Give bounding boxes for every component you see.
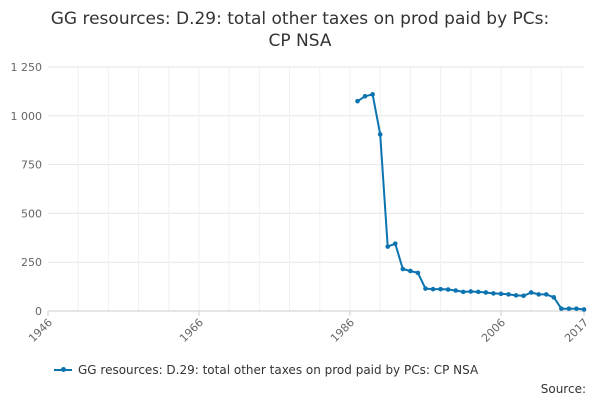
x-tick-label: 1966 <box>177 316 206 345</box>
y-tick-label: 250 <box>21 256 42 269</box>
legend-line-marker-icon <box>54 367 72 372</box>
legend[interactable]: GG resources: D.29: total other taxes on… <box>54 363 478 377</box>
y-tick-label: 500 <box>21 207 42 220</box>
data-point[interactable] <box>543 292 549 297</box>
data-point[interactable] <box>574 306 579 311</box>
data-point[interactable] <box>468 289 474 294</box>
data-point[interactable] <box>400 266 406 272</box>
data-point[interactable] <box>355 98 360 104</box>
data-point[interactable] <box>460 289 466 295</box>
data-point[interactable] <box>370 92 375 97</box>
legend-label: GG resources: D.29: total other taxes on… <box>78 363 479 377</box>
axes: 0 250 500 750 1 000 1 250 1946 1966 1986 2006 2017 <box>11 61 592 345</box>
data-point[interactable] <box>476 289 481 295</box>
data-point[interactable] <box>385 244 391 249</box>
y-tick-label: 750 <box>21 159 42 172</box>
source-label: Source: <box>540 382 586 396</box>
data-point[interactable] <box>453 288 458 293</box>
data-point[interactable] <box>498 291 504 297</box>
data-point[interactable] <box>536 292 542 297</box>
data-point[interactable] <box>438 286 443 292</box>
grid-lines <box>48 66 584 312</box>
x-tick-label: 2006 <box>479 316 508 345</box>
x-tick-label: 2017 <box>562 316 591 345</box>
data-point[interactable] <box>551 295 557 300</box>
chart-title: GG resources: D.29: total other taxes on… <box>0 8 600 52</box>
data-point[interactable] <box>408 268 413 274</box>
y-tick-label: 1 000 <box>11 110 43 123</box>
data-point[interactable] <box>559 306 564 311</box>
chart-title-line-2: CP NSA <box>268 31 332 51</box>
y-tick-label: 0 <box>35 305 42 318</box>
chart-title-line-1: GG resources: D.29: total other taxes on… <box>50 9 550 29</box>
data-point[interactable] <box>362 93 368 99</box>
data-point[interactable] <box>423 286 428 291</box>
data-point[interactable] <box>566 306 572 311</box>
data-point[interactable] <box>377 132 383 137</box>
data-point[interactable] <box>521 293 526 299</box>
data-point[interactable] <box>483 290 489 295</box>
x-tick-label: 1986 <box>328 316 357 345</box>
data-point[interactable] <box>430 286 436 292</box>
data-point[interactable] <box>491 291 496 296</box>
data-point[interactable] <box>581 307 587 312</box>
data-point[interactable] <box>415 270 421 276</box>
data-point[interactable] <box>528 290 534 295</box>
data-series <box>355 92 587 312</box>
x-tick-label: 1946 <box>26 316 55 345</box>
y-tick-label: 1 250 <box>11 61 43 74</box>
data-point[interactable] <box>513 293 519 298</box>
data-point[interactable] <box>445 287 451 292</box>
data-point[interactable] <box>392 241 398 246</box>
data-point[interactable] <box>506 292 511 297</box>
